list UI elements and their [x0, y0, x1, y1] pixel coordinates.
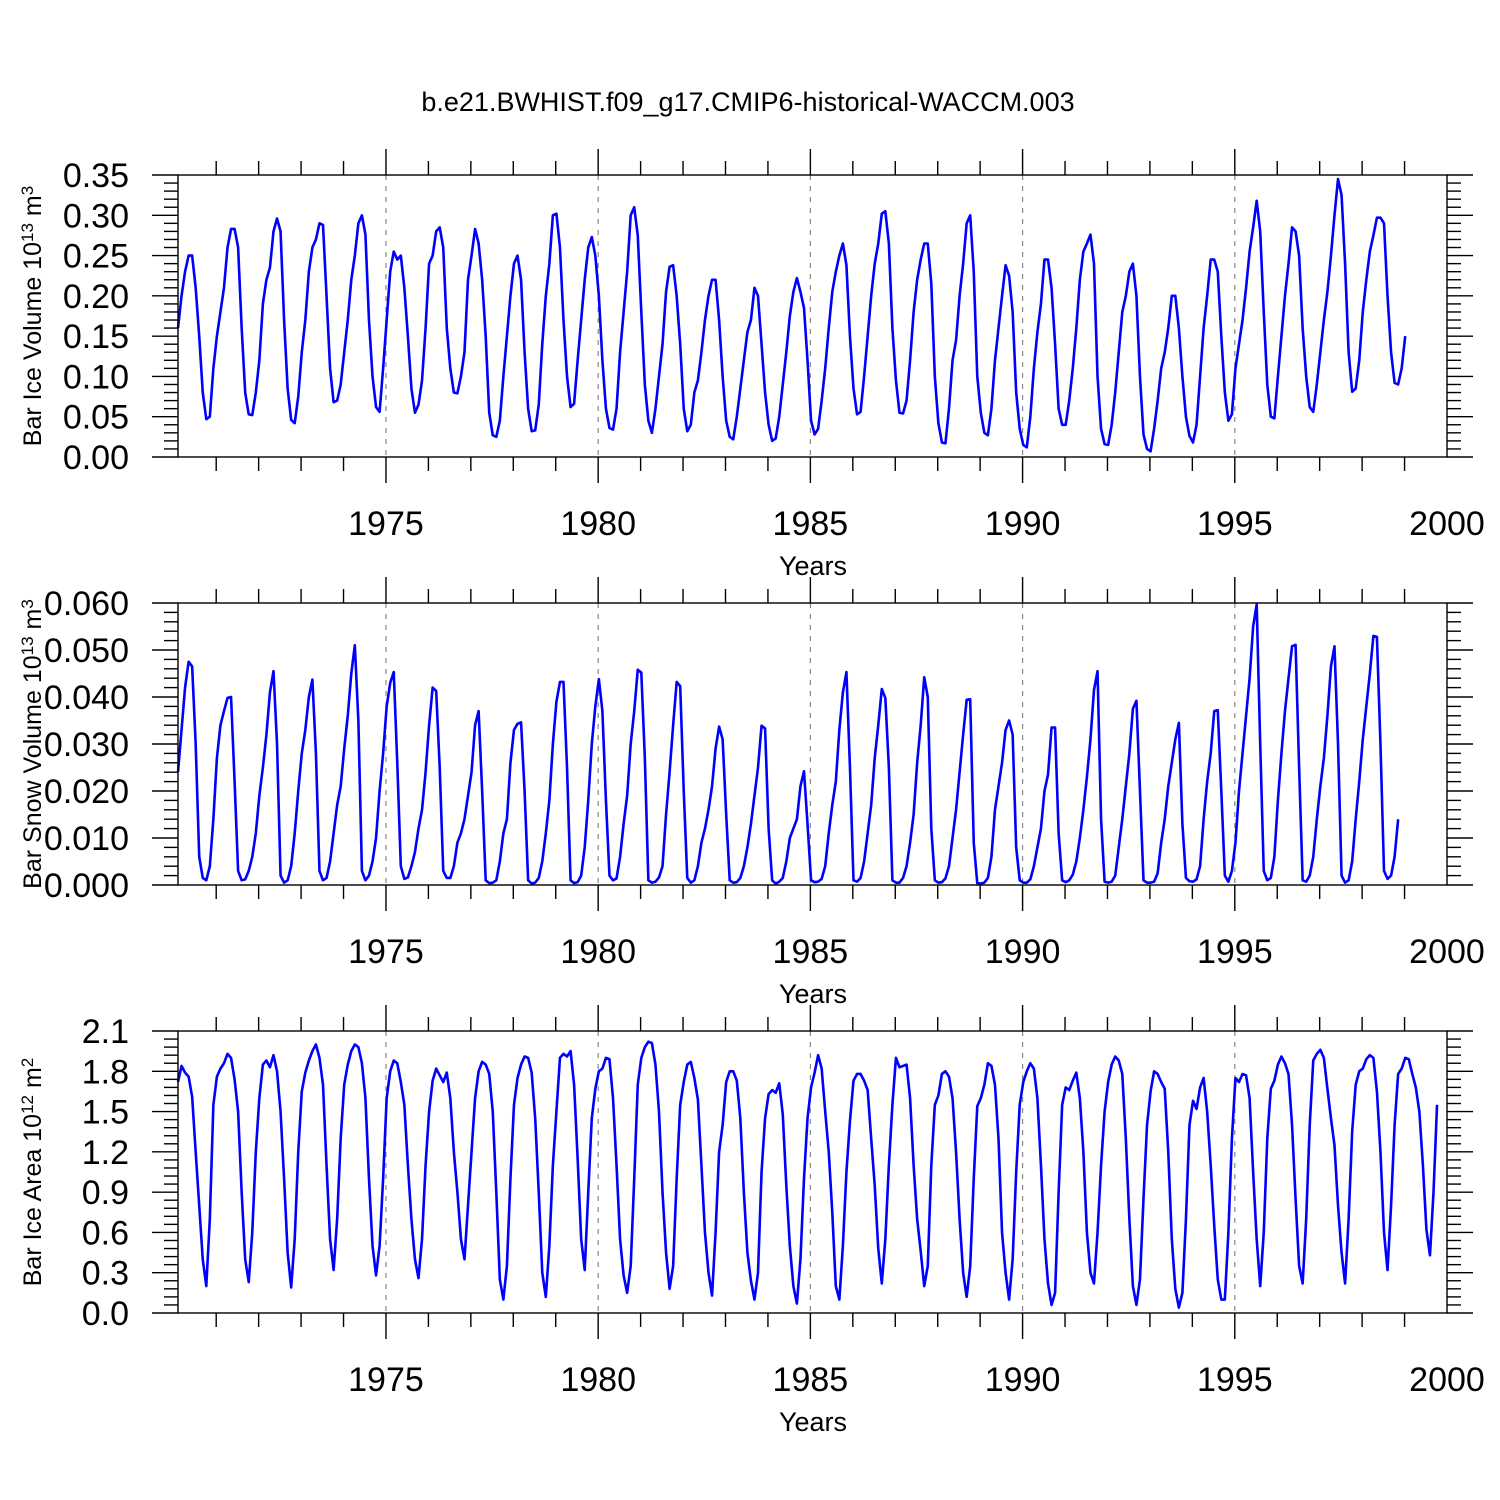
y-tick-label: 0.020 — [44, 773, 129, 811]
x-tick-label: 1980 — [560, 505, 636, 543]
x-tick-label: 2000 — [1409, 933, 1485, 971]
x-tick-label: 1975 — [348, 505, 424, 543]
x-tick-label: 1975 — [348, 933, 424, 971]
x-tick-label: 1985 — [773, 1361, 849, 1399]
x-tick-label: 1985 — [773, 505, 849, 543]
y-tick-label: 0.05 — [63, 399, 129, 437]
series-line-3 — [176, 1040, 1439, 1309]
y-tick-label: 0.030 — [44, 726, 129, 764]
y-tick-label: 0.010 — [44, 820, 129, 858]
y-axis-label-exponent: 13 — [18, 636, 37, 655]
x-tick-label: 1985 — [773, 933, 849, 971]
plot-frame — [177, 1030, 1448, 1314]
y-axis-label: Bar Ice Area 1012 m2 — [18, 1058, 47, 1287]
y-tick-label: 0.000 — [44, 867, 129, 905]
x-tick-label: 1980 — [560, 933, 636, 971]
chart-panel-1: 0.000.050.100.150.200.250.300.35 1975 1980… — [18, 149, 1485, 581]
y-axis-label-exponent: 3 — [18, 186, 37, 195]
x-tick-label: 1980 — [560, 1361, 636, 1399]
y-tick-label: 0.060 — [44, 585, 129, 623]
panels: 0.000.050.100.150.200.250.300.35 1975 1980… — [18, 149, 1485, 1437]
y-axis-label-part: Bar Snow Volume 10 — [19, 655, 47, 888]
x-tick-label: 1975 — [348, 1361, 424, 1399]
y-tick-label: 0.040 — [44, 679, 129, 717]
x-tick-label: 1995 — [1197, 1361, 1273, 1399]
y-axis-label-part: m — [19, 609, 47, 637]
y-tick-label: 1.2 — [82, 1134, 129, 1172]
chart-panel-2: 0.000 0.010 0.020 0.030 0.040 0.050 0.060 1975 1… — [18, 577, 1485, 1009]
y-axis-label-exponent: 2 — [18, 1058, 37, 1067]
y-axis-label: Bar Ice Volume 1013 m3 — [18, 186, 47, 446]
chart-panel-3: 0.00.30.60.91.21.51.82.1 1975 1980 1985 1990… — [18, 1005, 1485, 1437]
y-axis-label-exponent: 12 — [18, 1095, 37, 1114]
y-tick-label: 1.8 — [82, 1053, 129, 1091]
x-axis-label: Years — [779, 979, 847, 1009]
y-tick-label: 0.25 — [63, 238, 129, 276]
x-tick-label: 1995 — [1197, 505, 1273, 543]
x-tick-label: 1995 — [1197, 933, 1273, 971]
y-tick-label: 0.0 — [82, 1295, 129, 1333]
y-tick-label: 1.5 — [82, 1094, 129, 1132]
y-axis-label: Bar Snow Volume 1013 m3 — [18, 599, 47, 889]
y-tick-label: 0.9 — [82, 1174, 129, 1212]
y-tick-label: 0.00 — [63, 439, 129, 477]
y-tick-label: 0.6 — [82, 1214, 129, 1252]
x-tick-label: 1990 — [985, 933, 1061, 971]
y-axis-label-part: m — [19, 195, 47, 223]
y-tick-label: 0.050 — [44, 632, 129, 670]
series-line-2 — [176, 603, 1400, 885]
y-axis-label-part: m — [19, 1067, 47, 1095]
x-tick-label: 2000 — [1409, 1361, 1485, 1399]
x-tick-label: 1990 — [985, 505, 1061, 543]
y-tick-label: 2.1 — [82, 1013, 129, 1051]
y-axis-label-exponent: 3 — [18, 599, 37, 608]
y-tick-label: 0.15 — [63, 318, 129, 356]
y-axis-label-part: Bar Ice Area 10 — [19, 1114, 47, 1286]
x-axis-label: Years — [779, 551, 847, 581]
plot-frame — [177, 174, 1448, 458]
y-axis-label-exponent: 13 — [18, 223, 37, 242]
x-axis-label: Years — [779, 1407, 847, 1437]
x-tick-label: 1990 — [985, 1361, 1061, 1399]
figure-title: b.e21.BWHIST.f09_g17.CMIP6-historical-WA… — [421, 87, 1074, 117]
x-tick-label: 2000 — [1409, 505, 1485, 543]
y-axis-label-part: Bar Ice Volume 10 — [19, 242, 47, 446]
series-line-1 — [176, 177, 1407, 453]
y-tick-label: 0.3 — [82, 1255, 129, 1293]
y-tick-label: 0.30 — [63, 197, 129, 235]
y-tick-label: 0.20 — [63, 278, 129, 316]
y-tick-label: 0.35 — [63, 157, 129, 195]
y-tick-label: 0.10 — [63, 358, 129, 396]
